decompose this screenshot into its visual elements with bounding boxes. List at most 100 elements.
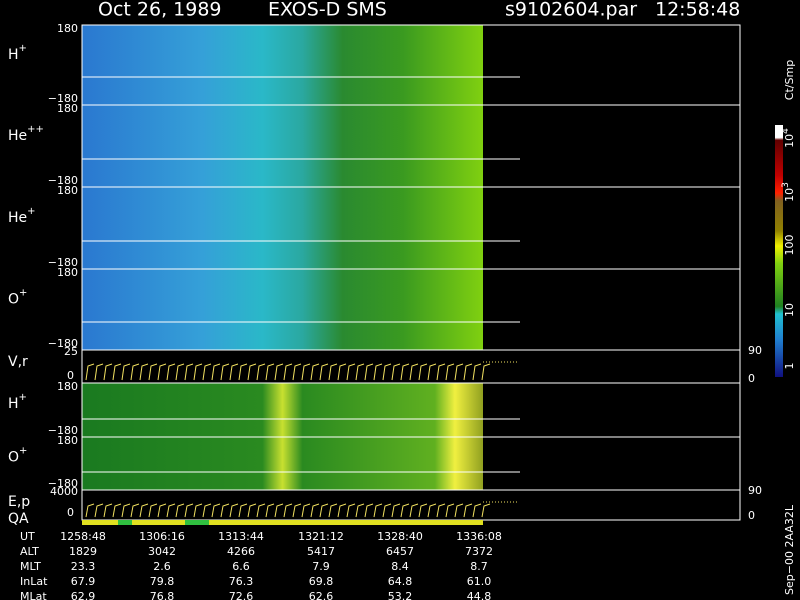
header-date: Oct 26, 1989 [98,0,222,21]
table-cell: 76.8 [150,590,175,600]
y-bottom-label: −180 [48,256,78,269]
charge: + [19,43,27,54]
table-cell: 1321:12 [298,530,344,543]
table-cell: 4266 [227,545,255,558]
spectrogram [82,269,483,350]
y-bottom-label: −180 [48,424,78,437]
y-top-label: 180 [57,266,78,279]
table-cell: 72.6 [229,590,254,600]
y-top-label: 180 [57,380,78,393]
table-cell: 69.8 [309,575,334,588]
y2-top-label: 90 [748,484,762,497]
panel-label: He+ [8,206,36,226]
panel-label: H+ [8,43,27,63]
table-cell: 1258:48 [60,530,106,543]
table-cell: 8.7 [470,560,488,573]
table-cell: 1306:16 [139,530,185,543]
spectrogram [82,187,483,269]
header-instrument: EXOS-D SMS [268,0,387,21]
y-bottom-label: −180 [48,337,78,350]
tick-base: 1 [783,363,796,370]
qa-bar [185,520,209,525]
table-cell: 44.8 [467,590,492,600]
colorbar-unit: Ct/Smp [783,60,796,100]
y-top-label: 180 [57,102,78,115]
charge: ++ [27,124,44,135]
charge: + [27,206,35,217]
tick-base: 10 [783,188,796,202]
table-cell: 67.9 [71,575,96,588]
colorbar [775,125,783,377]
table-cell: 5417 [307,545,335,558]
row-label: ALT [20,545,39,558]
panel-label: H+ [8,392,27,412]
colorbar-tick: 1 [783,363,796,370]
colorbar-tick: 100 [783,235,796,256]
tick-base: 10 [783,134,796,148]
row-label: InLat [20,575,48,588]
panel-label: V,r [8,354,28,370]
table-cell: 8.4 [391,560,409,573]
table-cell: 62.6 [309,590,334,600]
table-cell: 64.8 [388,575,413,588]
header-file: s9102604.par [505,0,637,21]
qa-label: QA [8,511,29,527]
charge: + [19,446,27,457]
table-cell: 7372 [465,545,493,558]
panel-label: O+ [8,446,27,466]
table-cell: 6.6 [232,560,250,573]
table-cell: 6457 [386,545,414,558]
table-cell: 1313:44 [218,530,264,543]
y-top-label: 180 [57,22,78,35]
table-cell: 23.3 [71,560,96,573]
table-cell: 1328:40 [377,530,423,543]
y-bottom-label: −180 [48,477,78,490]
table-cell: 76.3 [229,575,254,588]
charge: + [19,392,27,403]
panel-label: He++ [8,124,44,144]
colorbar-tick: 10 [783,303,796,317]
table-cell: 53.2 [388,590,413,600]
colorbar-tick: 104 [781,128,797,148]
y-zero-label: 0 [67,506,74,519]
panel-label: E,p [8,494,30,510]
spectrogram [82,437,483,490]
y-bottom-label: −180 [48,174,78,187]
charge: + [19,288,27,299]
trace [85,363,491,381]
ion: H [8,47,19,63]
header-time: 12:58:48 [655,0,740,21]
row-label: UT [20,530,35,543]
qa-bar [118,520,132,525]
y-top-label: 25 [64,345,78,358]
panel-label: O+ [8,288,27,308]
table-cell: 2.6 [153,560,171,573]
qa-bar [82,520,483,525]
footer: Sep−00 2AA32L [783,504,796,595]
table-cell: 3042 [148,545,176,558]
colorbar-tick: 103 [781,182,797,202]
table-cell: 62.9 [71,590,96,600]
spectrogram [82,383,483,437]
spectrogram [82,105,483,187]
tick-exp: 4 [781,128,791,134]
tick-base: 100 [783,235,796,256]
y2-zero-label: 0 [748,509,755,522]
table-cell: 61.0 [467,575,492,588]
table-cell: 1336:08 [456,530,502,543]
table-cell: 79.8 [150,575,175,588]
y-bottom-label: −180 [48,92,78,105]
y2-zero-label: 0 [748,372,755,385]
y-top-label: 180 [57,184,78,197]
tick-base: 10 [783,303,796,317]
row-label: MLat [20,590,47,600]
panel-frame [81,349,741,384]
y-top-label: 4000 [50,485,78,498]
y2-top-label: 90 [748,344,762,357]
table-cell: 7.9 [312,560,330,573]
ion: O [8,450,19,466]
table-cell: 1829 [69,545,97,558]
ion: He [8,210,27,226]
ion: H [8,396,19,412]
